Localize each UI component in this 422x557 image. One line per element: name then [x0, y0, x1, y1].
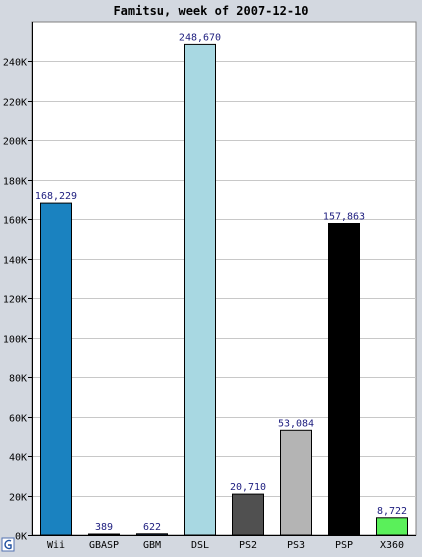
bar-value-label: 20,710: [230, 482, 266, 493]
logo-mark: [4, 539, 12, 550]
bar-gbasp: [88, 533, 120, 536]
bar-value-label: 157,863: [323, 212, 365, 223]
y-tick-label: 80K: [9, 374, 27, 385]
bar-ps3: [280, 429, 312, 536]
x-tick-label: PSP: [335, 540, 353, 551]
x-tick-label: GBM: [143, 540, 161, 551]
y-tick-label: 160K: [3, 216, 27, 227]
bar-gbm: [136, 533, 168, 536]
y-tick-label: 240K: [3, 58, 27, 69]
y-tick-label: 40K: [9, 453, 27, 464]
y-tick-label: 20K: [9, 493, 27, 504]
y-tick-label: 220K: [3, 98, 27, 109]
y-tick-label: 200K: [3, 137, 27, 148]
y-tick-label: 0K: [15, 532, 27, 543]
bar-psp: [328, 223, 360, 536]
chart-title: Famitsu, week of 2007-12-10: [113, 4, 308, 18]
bar-x360: [376, 517, 408, 536]
y-axis: 0K 20K 40K 60K 80K 100K 120K 140K 160K 180K 200K 22…: [3, 22, 33, 543]
bar-dsl: [184, 43, 216, 536]
bars: 168,229 389 622 248,670 20,710 53,084 157,863 8…: [35, 32, 408, 536]
bar-value-label: 53,084: [278, 418, 314, 429]
x-axis: Wii GBASP GBM DSL PS2 PS3 PSP X360: [32, 535, 416, 551]
bar-value-label: 622: [143, 522, 161, 533]
bar-value-label: 389: [95, 522, 113, 533]
x-tick-label: X360: [380, 540, 404, 551]
x-tick-label: GBASP: [89, 540, 119, 551]
y-tick-label: 180K: [3, 177, 27, 188]
bar-value-label: 8,722: [377, 506, 407, 517]
y-tick-label: 120K: [3, 295, 27, 306]
bar-value-label: 168,229: [35, 191, 77, 202]
corner-logo: [1, 537, 15, 552]
bar-wii: [40, 202, 72, 536]
x-tick-label: PS3: [287, 540, 305, 551]
x-tick-label: PS2: [239, 540, 257, 551]
y-tick-label: 140K: [3, 256, 27, 267]
bar-value-label: 248,670: [179, 32, 221, 43]
y-tick-label: 100K: [3, 335, 27, 346]
x-tick-label: DSL: [191, 540, 209, 551]
bar-ps2: [232, 493, 264, 536]
y-tick-label: 60K: [9, 414, 27, 425]
x-tick-label: Wii: [47, 540, 65, 551]
